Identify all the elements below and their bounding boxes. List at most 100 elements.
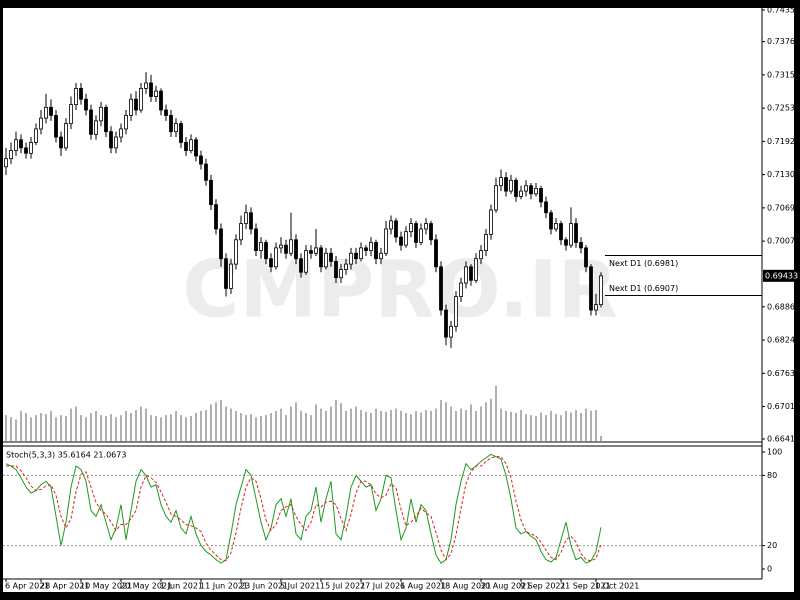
candle-body [489, 209, 493, 235]
candle-body [69, 104, 73, 124]
candle-body [134, 98, 138, 111]
candle-body [434, 239, 438, 268]
y-tick-label: 0.67630 [767, 369, 800, 378]
candle-body [364, 247, 368, 251]
x-tick-label: 23 Jun 2021 [240, 582, 288, 591]
candle-body [574, 223, 578, 243]
candle-body [334, 260, 338, 279]
candle-body [294, 239, 298, 260]
candle-body [229, 263, 233, 289]
x-tick-label: 28 Apr 2021 [40, 582, 89, 591]
candle-body [184, 142, 188, 151]
y-tick-label: 0.74350 [767, 6, 800, 15]
candle-body [529, 185, 533, 195]
candle-body [579, 242, 583, 249]
candle-body [554, 223, 558, 230]
candle-body [29, 142, 33, 154]
stoch-tick-label: 20 [767, 541, 777, 550]
candle-body [404, 231, 408, 246]
candle-body [414, 223, 418, 243]
candle-body [449, 325, 453, 338]
candle-body [319, 247, 323, 268]
x-tick-label: 18 Aug 2021 [440, 582, 491, 591]
x-tick-label: 1 Jun 2021 [160, 582, 203, 591]
candle-body [384, 228, 388, 254]
candle-body [374, 242, 378, 260]
candle-body [99, 106, 103, 122]
candle-body [399, 236, 403, 246]
candle-body [514, 179, 518, 197]
candle-body [279, 244, 283, 249]
candle-body [444, 309, 448, 338]
candle-body [219, 228, 223, 260]
candle-body [424, 223, 428, 230]
candle-body [254, 228, 258, 251]
x-tick-label: 15 Jul 2021 [320, 582, 365, 591]
candle-body [164, 109, 168, 116]
candle-body [49, 106, 53, 116]
candle-body [89, 109, 93, 135]
candle-body [54, 115, 58, 138]
y-tick-label: 0.73765 [767, 37, 800, 46]
candle-body [224, 258, 228, 289]
y-tick-label: 0.72535 [767, 104, 800, 113]
candle-body [584, 247, 588, 268]
candle-body [599, 275, 603, 306]
level-label: Next D1 (0.6981) [609, 259, 678, 268]
candle-body [289, 239, 293, 254]
y-tick-label: 0.68245 [767, 336, 800, 345]
stoch-tick-label: 100 [767, 448, 782, 457]
candle-body [189, 139, 193, 151]
candle-body [564, 239, 568, 246]
candle-body [549, 212, 553, 230]
x-tick-label: 1 Oct 2021 [595, 582, 639, 591]
candle-body [484, 233, 488, 251]
x-tick-label: 30 Aug 2021 [480, 582, 531, 591]
candle-body [259, 242, 263, 251]
candle-body [214, 204, 218, 230]
candle-body [4, 158, 8, 168]
y-tick-label: 0.71920 [767, 137, 800, 146]
candle-body [369, 242, 373, 251]
candle-body [479, 250, 483, 260]
candle-body [349, 252, 353, 265]
candle-body [274, 247, 278, 268]
candle-body [394, 220, 398, 238]
candle-body [244, 212, 248, 224]
candle-body [534, 188, 538, 195]
candle-body [109, 131, 113, 149]
candle-body [154, 90, 158, 97]
candle-body [234, 239, 238, 265]
candle-body [389, 220, 393, 230]
candle-body [139, 87, 143, 111]
candle-body [304, 250, 308, 273]
candle-body [379, 252, 383, 260]
x-tick-label: 11 Jun 2021 [200, 582, 248, 591]
y-tick-label: 0.66415 [767, 435, 800, 444]
stoch-tick-label: 80 [767, 471, 777, 480]
watermark: CMPRO.IR [182, 245, 617, 335]
candle-body [9, 150, 13, 160]
candle-body [179, 123, 183, 143]
candle-body [454, 296, 458, 327]
candle-body [524, 185, 528, 192]
x-tick-label: 9 Sep 2021 [520, 582, 566, 591]
candle-body [324, 252, 328, 268]
candle-body [329, 252, 333, 262]
candle-body [169, 115, 173, 133]
y-tick-label: 0.71305 [767, 170, 800, 179]
candle-body [299, 258, 303, 273]
candle-body [314, 247, 318, 254]
candle-body [269, 258, 273, 268]
candle-body [129, 98, 133, 116]
candle-body [474, 258, 478, 281]
stoch-tick-label: 0 [767, 565, 772, 574]
candle-body [569, 223, 573, 246]
candle-body [14, 139, 18, 151]
candle-body [344, 263, 348, 270]
candle-body [464, 266, 468, 284]
candle-body [64, 123, 68, 149]
candle-body [204, 163, 208, 181]
